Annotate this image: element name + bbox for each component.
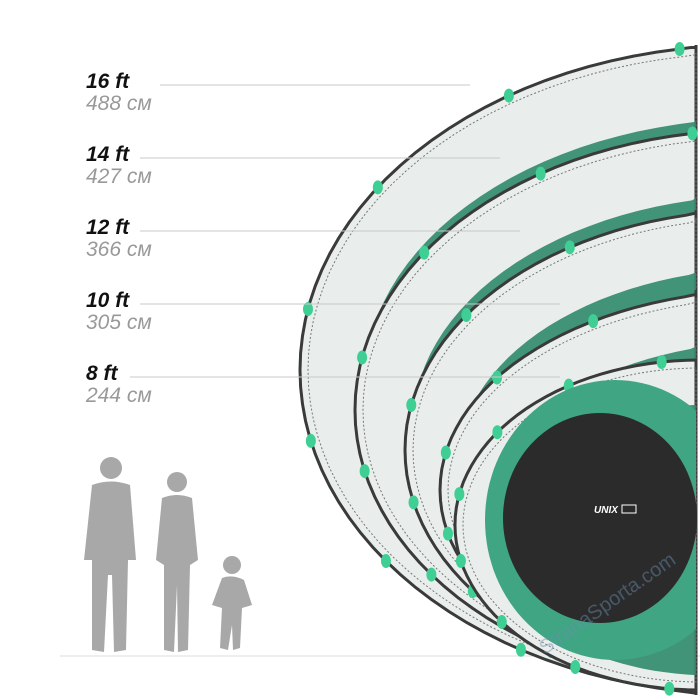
svg-text:UNIX: UNIX	[594, 505, 619, 516]
pole-cap	[664, 681, 675, 696]
child-silhouette	[212, 556, 252, 650]
pole-cap	[687, 126, 698, 141]
net-mesh	[307, 53, 697, 687]
pole-cap	[408, 495, 419, 510]
size-cm: 244 см	[86, 384, 152, 407]
pole-cap	[359, 464, 370, 479]
pole-cap	[455, 553, 466, 568]
people-silhouettes	[84, 457, 252, 652]
man-silhouette	[84, 457, 136, 652]
net-mesh	[447, 298, 697, 682]
size-label-14ft: 14 ft 427 см	[86, 144, 152, 188]
pole-cap	[461, 308, 472, 323]
size-cm: 305 см	[86, 311, 152, 334]
size-cm: 488 см	[86, 92, 152, 115]
size-label-8ft: 8 ft 244 см	[86, 363, 152, 407]
pole-cap	[674, 42, 685, 57]
size-feet: 14 ft	[86, 143, 130, 166]
woman-silhouette	[156, 472, 198, 652]
size-feet: 12 ft	[86, 216, 130, 239]
net-mesh	[362, 138, 697, 682]
pole-cap	[492, 425, 503, 440]
size-label-12ft: 12 ft 366 см	[86, 217, 152, 261]
pole-cap	[426, 567, 437, 582]
pole-cap	[564, 240, 575, 255]
size-guide-lines	[130, 84, 560, 378]
pole-cap	[372, 180, 383, 195]
pole-cap	[406, 398, 417, 413]
pole-cap	[357, 350, 368, 365]
pole-cap	[492, 370, 503, 385]
pole-cap	[380, 554, 391, 569]
pole-cap	[302, 302, 313, 317]
trampoline-8ft-mat	[485, 380, 697, 660]
size-cm: 427 см	[86, 165, 152, 188]
jumping-mat	[503, 413, 697, 623]
size-cm: 366 см	[86, 238, 152, 261]
pole-cap	[570, 660, 581, 675]
pole-cap	[440, 445, 451, 460]
pole-cap	[454, 487, 465, 502]
size-feet: 16 ft	[86, 70, 130, 93]
size-label-16ft: 16 ft 488 см	[86, 71, 152, 115]
mat-logo: UNIX	[594, 504, 637, 516]
pole-cap	[535, 166, 546, 181]
size-label-10ft: 10 ft 305 см	[86, 290, 152, 334]
pole-cap	[496, 614, 507, 629]
pole-cap	[442, 526, 453, 541]
pole-cap	[503, 88, 514, 103]
pole-cap	[515, 642, 526, 657]
size-feet: 8 ft	[86, 362, 118, 385]
pole-cap	[588, 314, 599, 329]
size-feet: 10 ft	[86, 289, 130, 312]
pole-cap	[656, 355, 667, 370]
pole-cap	[305, 433, 316, 448]
pole-cap	[419, 245, 430, 260]
